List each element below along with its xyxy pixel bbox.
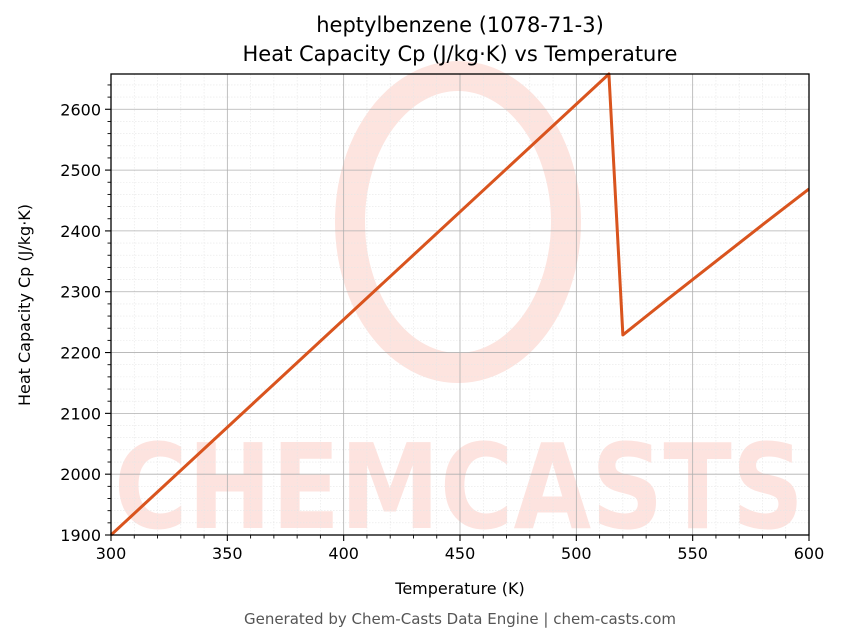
watermark-swirl-icon — [335, 61, 581, 383]
x-axis-label: Temperature (K) — [394, 579, 524, 598]
y-tick-label: 2500 — [60, 161, 101, 180]
y-tick-label: 1900 — [60, 526, 101, 545]
chart-title: heptylbenzene (1078-71-3) — [316, 13, 604, 37]
x-tick-label: 550 — [677, 544, 708, 563]
x-tick-label: 400 — [328, 544, 359, 563]
x-tick-label: 300 — [96, 544, 127, 563]
y-axis-label: Heat Capacity Cp (J/kg·K) — [15, 204, 34, 406]
chart-subtitle: Heat Capacity Cp (J/kg·K) vs Temperature — [243, 42, 678, 66]
y-tick-label: 2000 — [60, 465, 101, 484]
x-tick-label: 450 — [445, 544, 476, 563]
x-tick-label: 350 — [212, 544, 243, 563]
footer-credit: Generated by Chem-Casts Data Engine | ch… — [244, 610, 676, 628]
x-tick-label: 600 — [794, 544, 825, 563]
x-tick-label: 500 — [561, 544, 592, 563]
x-axis-ticks: 300 350 400 450 500 550 600 — [96, 535, 825, 563]
y-tick-label: 2400 — [60, 222, 101, 241]
watermark: CHEMCASTS — [114, 61, 804, 556]
y-axis-ticks: 1900 2000 2100 2200 2300 2400 2500 2600 — [60, 84, 111, 545]
y-tick-label: 2300 — [60, 283, 101, 302]
y-tick-label: 2200 — [60, 344, 101, 363]
y-tick-label: 2100 — [60, 404, 101, 423]
watermark-text: CHEMCASTS — [114, 418, 804, 556]
y-tick-label: 2600 — [60, 100, 101, 119]
